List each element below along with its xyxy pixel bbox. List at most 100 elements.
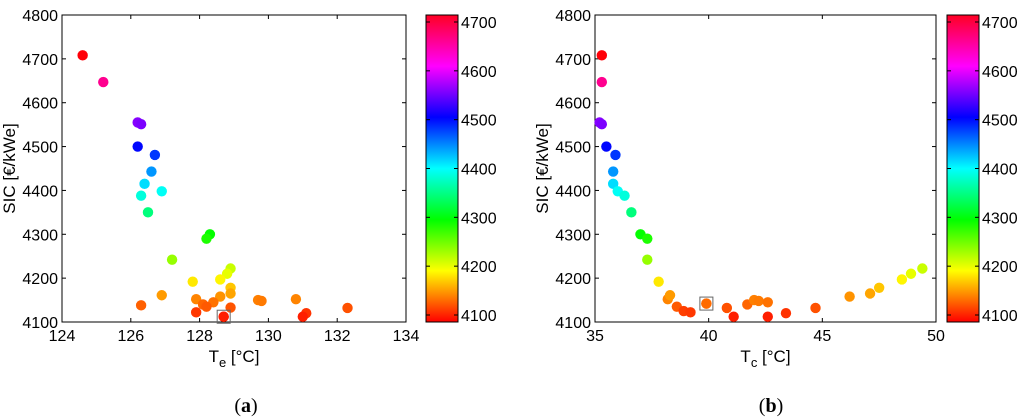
x-tick-label: 134 xyxy=(393,328,420,345)
colorbar-tick-label: 4500 xyxy=(461,113,497,130)
data-point xyxy=(844,291,855,302)
colorbar-tick-label: 4400 xyxy=(982,162,1018,179)
data-point xyxy=(77,50,88,61)
panel-caption: (a) xyxy=(234,395,257,417)
data-point xyxy=(135,300,147,311)
colorbar-tick-label: 4200 xyxy=(982,259,1018,276)
x-axis-label: Tc [°C] xyxy=(740,347,790,370)
data-point xyxy=(297,311,308,322)
highlight-box xyxy=(216,309,231,324)
x-tick-label: 45 xyxy=(813,328,831,345)
x-tick-label: 50 xyxy=(927,328,945,345)
data-point xyxy=(156,186,167,197)
data-point xyxy=(135,190,147,201)
panel-a: 124 126 128 130 132 134 4100 4200 4300 4400 4500 46… xyxy=(0,8,497,417)
colorbar-tick-label: 4700 xyxy=(982,15,1018,32)
data-point xyxy=(139,178,150,190)
y-tick-label: 4300 xyxy=(22,227,58,244)
highlight-box xyxy=(699,296,714,311)
colorbar-tick-label: 4100 xyxy=(982,308,1018,325)
data-point xyxy=(342,302,353,314)
data-point xyxy=(721,302,733,314)
x-tick-label: 40 xyxy=(700,328,718,345)
y-tick-label: 4200 xyxy=(22,271,58,288)
data-points xyxy=(77,50,353,322)
data-point xyxy=(753,295,764,307)
y-tick-label: 4600 xyxy=(22,96,58,113)
data-point xyxy=(905,268,917,279)
colorbar-tick-label: 4200 xyxy=(461,259,497,276)
data-point xyxy=(215,291,226,302)
x-tick-label: 126 xyxy=(117,328,144,345)
data-point xyxy=(607,166,619,177)
colorbar-tick-label: 4400 xyxy=(461,162,497,179)
data-point xyxy=(607,178,619,190)
data-point xyxy=(132,141,143,152)
plot-area xyxy=(594,14,937,323)
y-axis-label: SIC [€/kWe] xyxy=(533,123,552,213)
y-tick-label: 4700 xyxy=(555,52,591,69)
data-point xyxy=(917,263,928,274)
plot-area xyxy=(61,14,407,323)
data-point xyxy=(642,233,653,244)
data-point xyxy=(780,308,792,319)
data-point xyxy=(596,50,608,61)
y-tick-label: 4700 xyxy=(22,52,58,69)
data-point xyxy=(596,119,608,130)
data-point xyxy=(664,290,676,301)
colorbar xyxy=(425,14,459,323)
x-tick-label: 132 xyxy=(324,328,351,345)
data-point xyxy=(201,233,212,244)
x-axis-label: Te [°C] xyxy=(209,347,260,370)
data-point xyxy=(896,274,908,285)
data-point xyxy=(626,207,637,218)
data-point xyxy=(256,295,267,307)
data-point xyxy=(619,190,630,201)
data-point xyxy=(873,282,885,293)
data-point xyxy=(596,76,608,88)
colorbar-tick-label: 4600 xyxy=(461,64,497,81)
data-point xyxy=(762,297,773,308)
data-point xyxy=(864,288,876,299)
y-tick-label: 4800 xyxy=(555,8,591,25)
colorbar-tick-label: 4100 xyxy=(461,308,497,325)
colorbar-tick-label: 4300 xyxy=(461,210,497,227)
x-tick-label: 128 xyxy=(186,328,213,345)
y-tick-label: 4300 xyxy=(555,227,591,244)
panel-b: 35 40 45 50 4100 4200 4300 4400 4500 4600 4700 4800… xyxy=(533,8,1018,417)
data-point xyxy=(215,274,226,285)
data-point xyxy=(156,290,167,301)
data-point xyxy=(290,293,302,305)
data-point xyxy=(601,141,612,152)
data-point xyxy=(146,166,157,177)
data-point xyxy=(653,276,664,287)
colorbar-tick-label: 4300 xyxy=(982,210,1018,227)
data-point xyxy=(98,76,109,88)
data-points xyxy=(594,50,928,322)
data-point xyxy=(685,307,696,318)
y-tick-label: 4600 xyxy=(555,96,591,113)
data-point xyxy=(728,311,739,322)
y-axis-label: SIC [€/kWe] xyxy=(0,123,19,213)
y-tick-label: 4800 xyxy=(22,8,58,25)
data-point xyxy=(201,301,212,312)
data-point xyxy=(190,307,202,318)
data-point xyxy=(166,254,178,265)
data-point xyxy=(221,268,233,279)
data-point xyxy=(610,149,621,161)
data-point xyxy=(187,276,198,287)
colorbar-tick-label: 4500 xyxy=(982,113,1018,130)
colorbar-tick-label: 4600 xyxy=(982,64,1018,81)
y-tick-label: 4100 xyxy=(22,315,58,332)
data-point xyxy=(149,149,161,161)
data-point xyxy=(701,298,712,309)
data-point xyxy=(135,119,147,130)
panel-caption: (b) xyxy=(759,395,783,417)
data-point xyxy=(225,288,236,299)
y-tick-label: 4100 xyxy=(555,315,591,332)
x-tick-label: 124 xyxy=(49,328,76,345)
data-point xyxy=(218,311,229,322)
y-tick-label: 4400 xyxy=(22,183,58,200)
data-point xyxy=(810,302,821,314)
